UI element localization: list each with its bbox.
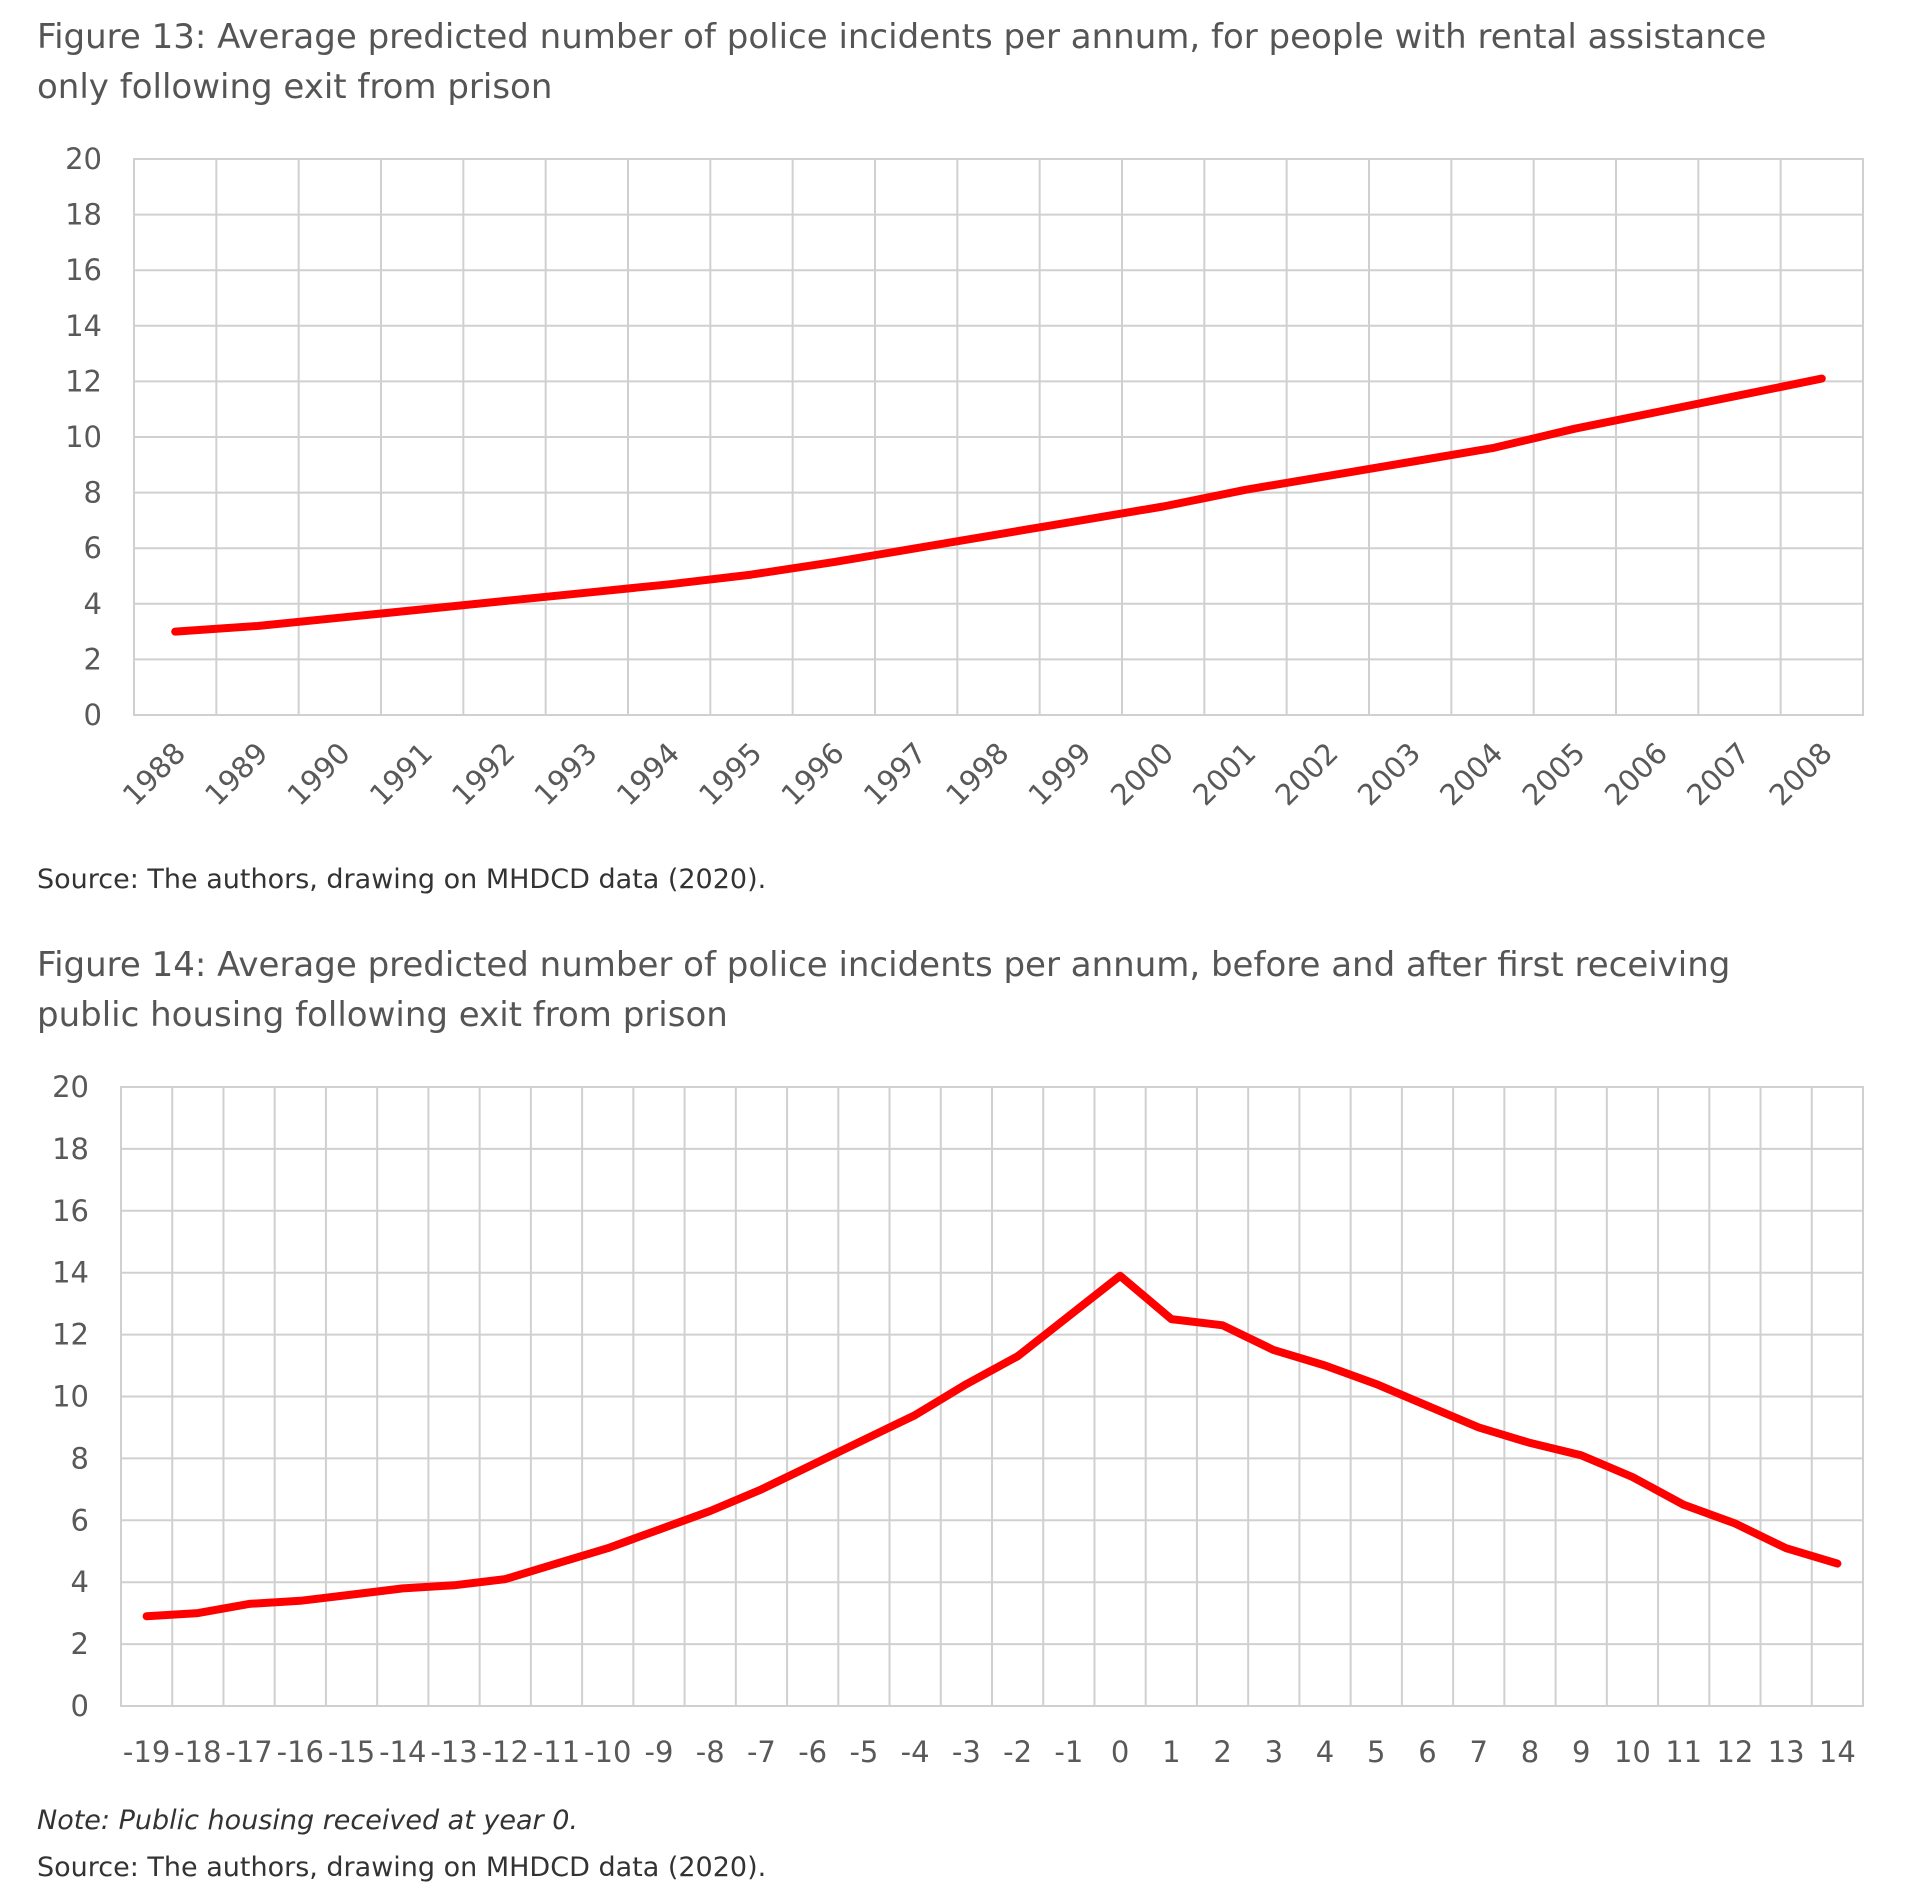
x-tick-label: 1996: [775, 736, 851, 812]
x-tick-label: -5: [849, 1735, 878, 1769]
x-tick-label: 1994: [610, 736, 686, 812]
y-tick-label: 14: [65, 309, 102, 343]
x-tick-label: 1998: [939, 736, 1015, 812]
x-tick-label: 2007: [1680, 736, 1756, 812]
x-tick-label: 0: [1111, 1735, 1129, 1769]
x-tick-label: 2005: [1516, 736, 1592, 812]
x-tick-label: 2: [1213, 1735, 1231, 1769]
x-tick-label: -3: [952, 1735, 981, 1769]
y-tick-label: 18: [65, 198, 102, 232]
y-tick-label: 12: [52, 1318, 89, 1352]
y-tick-label: 12: [65, 364, 102, 398]
y-tick-label: 16: [52, 1194, 89, 1228]
x-tick-label: 1995: [692, 736, 768, 812]
x-tick-label: -10: [584, 1735, 631, 1769]
x-tick-label: 12: [1716, 1735, 1753, 1769]
x-tick-label: 11: [1665, 1735, 1702, 1769]
x-tick-label: 2004: [1433, 736, 1509, 812]
x-tick-label: 8: [1521, 1735, 1539, 1769]
chart-title: Figure 13: Average predicted number of p…: [37, 17, 1767, 107]
source: Source: The authors, drawing on MHDCD da…: [37, 1852, 767, 1883]
y-tick-label: 4: [84, 587, 102, 621]
y-tick-label: 4: [71, 1565, 89, 1599]
x-tick-label: 1988: [116, 736, 192, 812]
y-tick-label: 14: [52, 1256, 89, 1290]
x-tick-label: 2001: [1186, 736, 1262, 812]
x-tick-label: 1990: [281, 736, 357, 812]
y-tick-label: 10: [52, 1380, 89, 1414]
x-tick-label: -14: [379, 1735, 426, 1769]
x-tick-label: 2002: [1269, 736, 1345, 812]
x-tick-label: 1993: [528, 736, 604, 812]
x-tick-label: 2003: [1351, 736, 1427, 812]
x-tick-label: -17: [225, 1735, 272, 1769]
x-tick-label: -13: [430, 1735, 477, 1769]
x-tick-label: 1992: [445, 736, 521, 812]
y-tick-label: 2: [71, 1627, 89, 1661]
x-tick-label: 2000: [1104, 736, 1180, 812]
y-tick-label: 6: [71, 1503, 89, 1537]
x-tick-label: -15: [328, 1735, 375, 1769]
x-tick-label: -4: [901, 1735, 930, 1769]
source: Source: The authors, drawing on MHDCD da…: [37, 864, 767, 895]
y-tick-label: 18: [52, 1132, 89, 1166]
y-tick-label: 0: [71, 1689, 89, 1723]
x-tick-label: 5: [1367, 1735, 1385, 1769]
x-tick-label: 14: [1819, 1735, 1856, 1769]
y-tick-label: 0: [84, 698, 102, 732]
x-tick-label: -9: [645, 1735, 674, 1769]
x-tick-label: 3: [1265, 1735, 1283, 1769]
x-tick-label: -6: [798, 1735, 827, 1769]
x-tick-label: 10: [1614, 1735, 1651, 1769]
y-tick-label: 8: [84, 476, 102, 510]
y-tick-label: 8: [71, 1441, 89, 1475]
x-tick-label: 13: [1768, 1735, 1805, 1769]
x-tick-label: -11: [533, 1735, 580, 1769]
x-tick-label: 7: [1470, 1735, 1488, 1769]
x-tick-label: 1989: [198, 736, 274, 812]
x-tick-label: -12: [482, 1735, 529, 1769]
line: [171, 374, 1826, 636]
x-tick-label: 1999: [1022, 736, 1098, 812]
note: Note: Public housing received at year 0.: [37, 1805, 578, 1836]
line: [142, 1271, 1842, 1621]
y-tick-label: 20: [52, 1070, 89, 1104]
x-tick-label: 6: [1418, 1735, 1436, 1769]
y-tick-label: 10: [65, 420, 102, 454]
x-tick-label: 2006: [1598, 736, 1674, 812]
x-tick-label: -16: [277, 1735, 324, 1769]
x-tick-label: -19: [123, 1735, 170, 1769]
y-tick-label: 20: [65, 142, 102, 176]
x-tick-label: -1: [1054, 1735, 1083, 1769]
x-tick-label: 1997: [857, 736, 933, 812]
x-tick-label: 2008: [1763, 736, 1839, 812]
y-tick-label: 6: [84, 531, 102, 565]
x-tick-label: -2: [1003, 1735, 1032, 1769]
x-tick-label: 1: [1162, 1735, 1180, 1769]
x-tick-label: -7: [747, 1735, 776, 1769]
y-tick-label: 16: [65, 253, 102, 287]
x-tick-label: 1991: [363, 736, 439, 812]
chart-title: Figure 14: Average predicted number of p…: [37, 945, 1731, 1035]
x-tick-label: -18: [174, 1735, 221, 1769]
y-tick-label: 2: [84, 642, 102, 676]
x-tick-label: 9: [1572, 1735, 1590, 1769]
x-tick-label: 4: [1316, 1735, 1334, 1769]
x-tick-label: -8: [696, 1735, 725, 1769]
